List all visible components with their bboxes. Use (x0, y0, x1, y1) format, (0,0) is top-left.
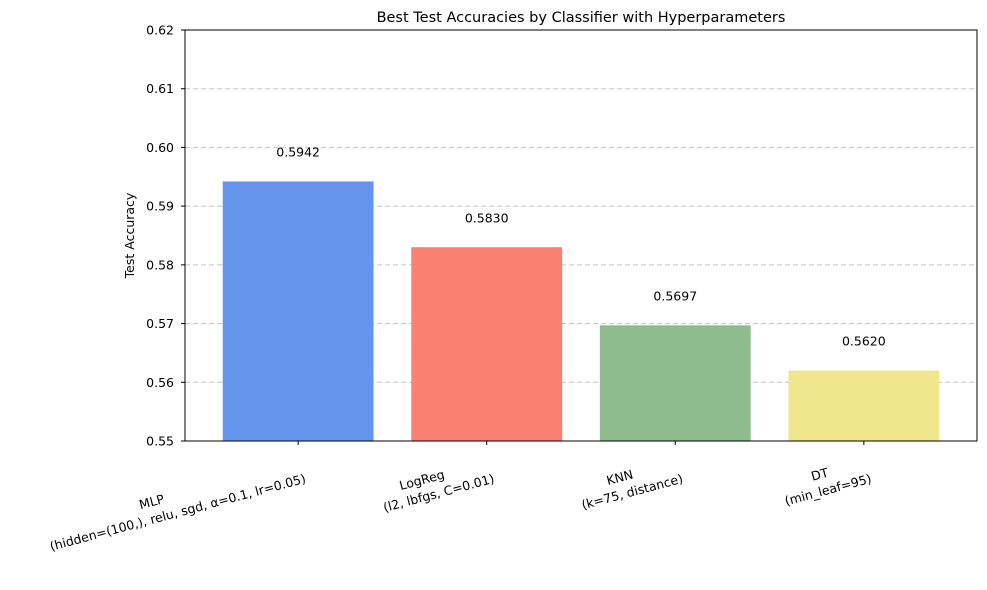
y-tick-label: 0.58 (146, 257, 174, 272)
chart-title: Best Test Accuracies by Classifier with … (377, 10, 786, 26)
bar-value-label: 0.5942 (276, 145, 320, 160)
x-tick-label: DT(min_leaf=95) (779, 454, 873, 508)
plot-frame (184, 29, 978, 442)
bar (788, 370, 940, 441)
x-tick-label: LogReg(l2, lbfgs, C=0.01) (377, 454, 496, 515)
bars (222, 181, 940, 442)
x-tick-label-name: KNN (605, 467, 635, 488)
x-tick-label-name: DT (809, 465, 830, 484)
y-tick-label: 0.57 (146, 316, 174, 331)
x-tick-label-name: MLP (137, 491, 166, 512)
y-tick-label: 0.62 (146, 23, 174, 38)
y-axis: 0.55 0.56 0.57 0.58 0.59 0.60 0.61 0.62 (146, 23, 185, 449)
y-tick-label: 0.60 (146, 140, 174, 155)
y-tick-label: 0.59 (146, 199, 174, 214)
x-tick-label-params: (hidden=(100,), relu, sgd, α=0.1, lr=0.0… (48, 471, 307, 554)
y-tick-label: 0.56 (146, 375, 174, 390)
bar (599, 325, 751, 441)
value-labels: 0.5942 0.5830 0.5697 0.5620 (276, 145, 885, 349)
bar-value-label: 0.5830 (465, 210, 509, 225)
y-axis-label: Test Accuracy (122, 192, 137, 279)
bar (411, 247, 563, 441)
x-tick-label: MLP(hidden=(100,), relu, sgd, α=0.1, lr=… (44, 454, 308, 553)
bar-value-label: 0.5620 (842, 334, 886, 349)
bar (222, 181, 374, 442)
bar-value-label: 0.5697 (653, 288, 697, 303)
x-tick-label: KNN(k=75, distance) (575, 454, 684, 512)
x-axis: MLP(hidden=(100,), relu, sgd, α=0.1, lr=… (44, 441, 873, 554)
y-tick-label: 0.61 (146, 81, 174, 96)
y-tick-label: 0.55 (146, 434, 174, 449)
